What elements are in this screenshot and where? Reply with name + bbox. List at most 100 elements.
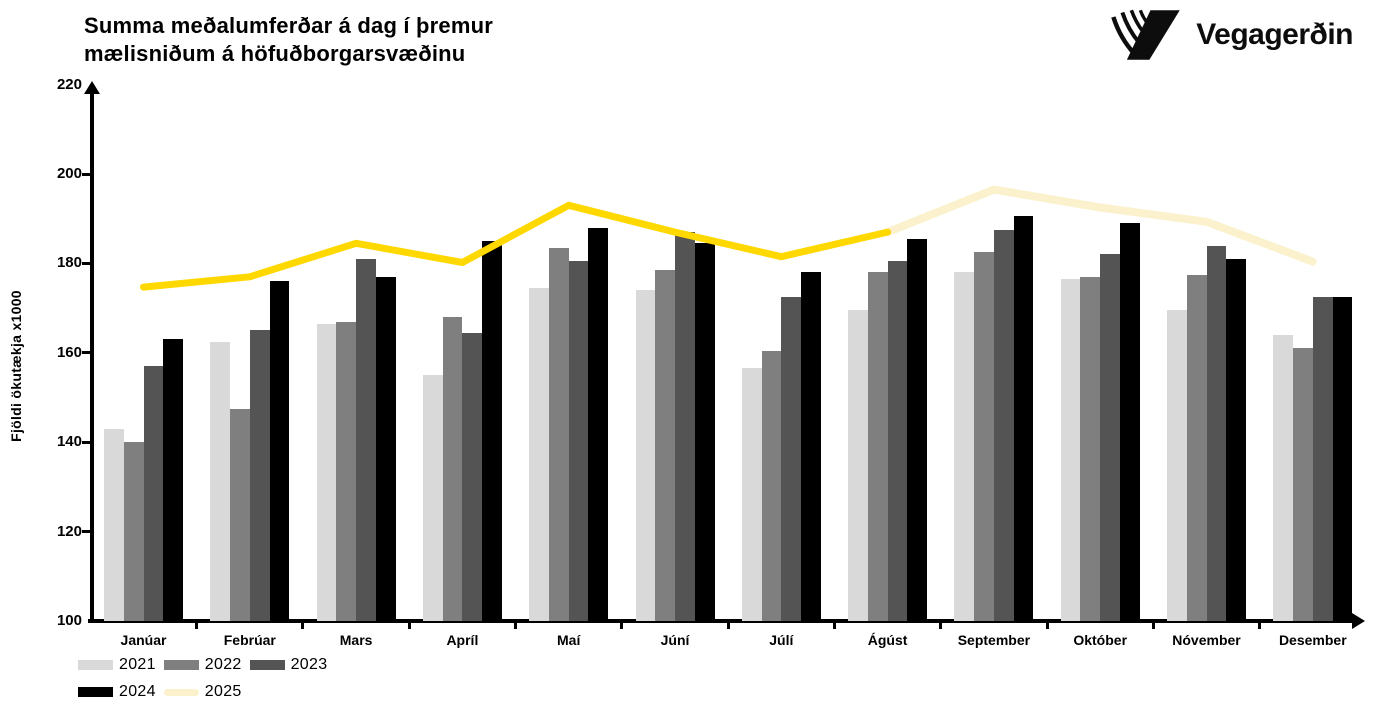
- bar-2024: [1119, 223, 1140, 621]
- bar-2021: [422, 375, 443, 621]
- y-tick-mark: [82, 351, 91, 355]
- legend-swatch-2022: [163, 660, 199, 670]
- bar-2023: [887, 261, 908, 621]
- line-2025-solid: [140, 201, 892, 291]
- bar-2022: [548, 247, 569, 621]
- bar-2021: [529, 287, 549, 621]
- y-tick-label: 120: [56, 522, 82, 540]
- bar-2021: [741, 368, 762, 621]
- legend-swatch-2024: [78, 687, 113, 697]
- legend-swatch-2025: [163, 688, 199, 696]
- y-tick-mark: [82, 172, 91, 176]
- bar-2021: [104, 428, 124, 621]
- bar-2021: [635, 290, 656, 621]
- y-tick-mark: [82, 261, 91, 265]
- vegagerdin-logo: Vegagerðin: [1110, 8, 1353, 62]
- bar-2024: [801, 272, 821, 621]
- y-tick-label: 160: [56, 343, 82, 361]
- bar-2021: [954, 272, 975, 621]
- bar-2023: [1206, 245, 1227, 621]
- month-label: Maí: [557, 632, 581, 648]
- x-tick-mark: [1151, 621, 1155, 629]
- bar-2024: [694, 243, 715, 621]
- y-tick-mark: [82, 530, 91, 534]
- bar-2022: [655, 270, 675, 621]
- bar-2022: [442, 317, 463, 621]
- bar-2024: [1332, 296, 1353, 621]
- bar-2023: [675, 232, 695, 621]
- y-tick-label: 220: [56, 75, 82, 93]
- bar-2023: [1100, 254, 1120, 621]
- month-label: Mars: [339, 632, 373, 648]
- x-tick-mark: [1045, 621, 1049, 629]
- legend-row: 2024 2025: [78, 683, 327, 701]
- bar-2024: [163, 339, 183, 621]
- bar-2021: [1167, 310, 1187, 621]
- y-tick-label: 200: [56, 165, 82, 182]
- month-label: Júlí: [769, 632, 794, 648]
- page-title-line2: mælisniðum á höfuðborgarsvæðinu: [84, 40, 466, 66]
- bar-2023: [462, 332, 483, 621]
- x-tick-mark: [514, 621, 518, 629]
- month-label: Apríl: [446, 632, 479, 648]
- y-axis-arrow-icon: [84, 81, 100, 94]
- legend-swatch-2023: [249, 660, 285, 670]
- x-tick-mark: [620, 621, 624, 629]
- bar-2022: [867, 272, 888, 621]
- bar-2024: [269, 281, 290, 621]
- x-tick-mark: [301, 621, 305, 629]
- legend-item-2022: 2022: [163, 656, 242, 674]
- month-label: Október: [1073, 632, 1128, 648]
- bar-2024: [482, 241, 502, 621]
- y-tick-label: 140: [56, 433, 82, 451]
- month-label: Júní: [660, 632, 690, 648]
- bar-2021: [848, 310, 868, 621]
- bar-2021: [316, 323, 337, 621]
- bar-2021: [210, 341, 231, 621]
- x-tick-mark: [939, 621, 943, 629]
- month-label: Ágúst: [867, 632, 908, 648]
- bar-2021: [1060, 279, 1081, 621]
- legend-item-2021: 2021: [78, 656, 156, 674]
- y-axis-title: Fjöldi ökutækja x1000: [8, 290, 24, 442]
- x-axis-arrow-icon: [1352, 613, 1365, 629]
- page-title-line1: Summa meðalumferðar á dag í þremur: [84, 13, 494, 38]
- vegagerdin-logo-icon: [1111, 9, 1181, 60]
- x-tick-mark: [1258, 621, 1262, 629]
- bar-2023: [1312, 296, 1333, 621]
- x-tick-mark: [726, 621, 730, 629]
- bar-2022: [336, 321, 357, 621]
- bar-2022: [230, 408, 250, 621]
- legend-label: 2022: [204, 656, 242, 673]
- brand-name: Vegagerðin: [1196, 18, 1353, 51]
- legend-item-2023: 2023: [249, 656, 328, 674]
- legend-label: 2024: [119, 683, 156, 700]
- y-tick-label: 180: [56, 254, 82, 272]
- y-axis-line: [90, 92, 94, 623]
- legend-swatch-2021: [78, 660, 113, 670]
- bar-2024: [588, 227, 609, 621]
- x-tick-mark: [195, 621, 199, 629]
- month-label: Nóvember: [1172, 632, 1241, 648]
- bar-2024: [907, 238, 928, 621]
- bar-2022: [123, 442, 144, 621]
- legend-item-2024: 2024: [78, 683, 156, 701]
- bar-2022: [974, 252, 994, 621]
- month-label: September: [957, 632, 1031, 648]
- bar-2023: [568, 261, 589, 621]
- bar-2023: [993, 229, 1014, 621]
- page-title: Summa meðalumferðar á dag í þremur mælis…: [84, 12, 493, 68]
- bar-2022: [1186, 274, 1207, 621]
- bar-2023: [356, 258, 376, 621]
- y-tick-label: 100: [56, 612, 82, 629]
- bar-2024: [375, 276, 396, 621]
- y-tick-mark: [82, 440, 91, 444]
- bar-2021: [1273, 334, 1294, 621]
- chart-legend: 2021 2022 2023 2024 2025: [78, 656, 327, 701]
- x-tick-mark: [832, 621, 836, 629]
- month-label: Janúar: [120, 632, 167, 648]
- bar-2024: [1013, 216, 1034, 621]
- line-2025-projection: [883, 185, 1317, 266]
- legend-item-2025: 2025: [163, 683, 242, 701]
